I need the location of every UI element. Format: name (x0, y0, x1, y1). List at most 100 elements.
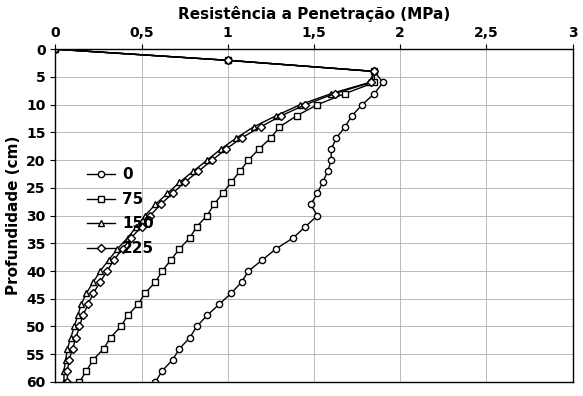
0 (187, 335, 194, 340)
75 (193, 224, 200, 229)
75 (276, 124, 283, 129)
0 (328, 147, 335, 151)
0 (216, 302, 223, 307)
150 (224, 58, 231, 63)
0 (224, 58, 231, 63)
75 (142, 291, 149, 295)
150 (217, 147, 224, 151)
0 (259, 257, 266, 262)
225 (104, 268, 111, 273)
150 (78, 302, 85, 307)
0 (159, 368, 166, 373)
75 (219, 191, 226, 196)
75 (52, 47, 59, 51)
0 (359, 102, 366, 107)
225 (181, 180, 188, 185)
0 (307, 202, 314, 207)
75 (203, 213, 210, 218)
150 (272, 113, 279, 118)
75 (371, 80, 378, 85)
Line: 0: 0 (52, 46, 386, 385)
225 (147, 213, 154, 218)
150 (152, 202, 159, 207)
0 (302, 224, 309, 229)
75 (314, 102, 321, 107)
225 (257, 124, 264, 129)
150 (371, 69, 378, 74)
75 (210, 202, 217, 207)
150 (106, 257, 113, 262)
75 (255, 147, 262, 151)
0 (342, 124, 349, 129)
Y-axis label: Profundidade (cm): Profundidade (cm) (6, 136, 20, 295)
0 (319, 180, 326, 185)
75 (117, 324, 124, 329)
150 (297, 102, 304, 107)
0 (314, 191, 321, 196)
0 (176, 346, 183, 351)
150 (133, 224, 140, 229)
225 (169, 191, 176, 196)
Line: 150: 150 (52, 46, 377, 385)
150 (176, 180, 183, 185)
225 (157, 202, 164, 207)
75 (342, 91, 349, 96)
150 (68, 335, 75, 340)
0 (328, 158, 335, 162)
75 (135, 302, 142, 307)
150 (62, 357, 69, 362)
0 (324, 169, 331, 173)
225 (119, 246, 126, 251)
150 (114, 246, 121, 251)
225 (302, 102, 309, 107)
150 (164, 191, 171, 196)
150 (203, 158, 210, 162)
150 (74, 313, 81, 318)
150 (83, 291, 90, 295)
225 (90, 291, 97, 295)
0 (371, 91, 378, 96)
150 (124, 235, 131, 240)
0 (245, 268, 252, 273)
75 (371, 69, 378, 74)
225 (195, 169, 202, 173)
225 (331, 91, 338, 96)
150 (190, 169, 197, 173)
0 (152, 380, 159, 385)
150 (250, 124, 257, 129)
150 (71, 324, 78, 329)
225 (209, 158, 216, 162)
225 (64, 380, 71, 385)
150 (64, 346, 71, 351)
75 (245, 158, 252, 162)
225 (110, 257, 117, 262)
225 (64, 368, 71, 373)
0 (52, 47, 59, 51)
0 (349, 113, 356, 118)
75 (293, 113, 300, 118)
0 (371, 69, 378, 74)
0 (193, 324, 200, 329)
0 (290, 235, 297, 240)
225 (238, 135, 245, 140)
0 (203, 313, 210, 318)
225 (223, 147, 230, 151)
75 (90, 357, 97, 362)
0 (380, 80, 387, 85)
75 (236, 169, 243, 173)
225 (278, 113, 285, 118)
225 (367, 80, 374, 85)
225 (69, 346, 76, 351)
150 (233, 135, 240, 140)
225 (128, 235, 135, 240)
75 (268, 135, 275, 140)
75 (124, 313, 131, 318)
75 (224, 58, 231, 63)
225 (224, 58, 231, 63)
75 (159, 268, 166, 273)
150 (142, 213, 149, 218)
0 (238, 280, 245, 284)
225 (52, 47, 59, 51)
0 (228, 291, 235, 295)
0 (169, 357, 176, 362)
